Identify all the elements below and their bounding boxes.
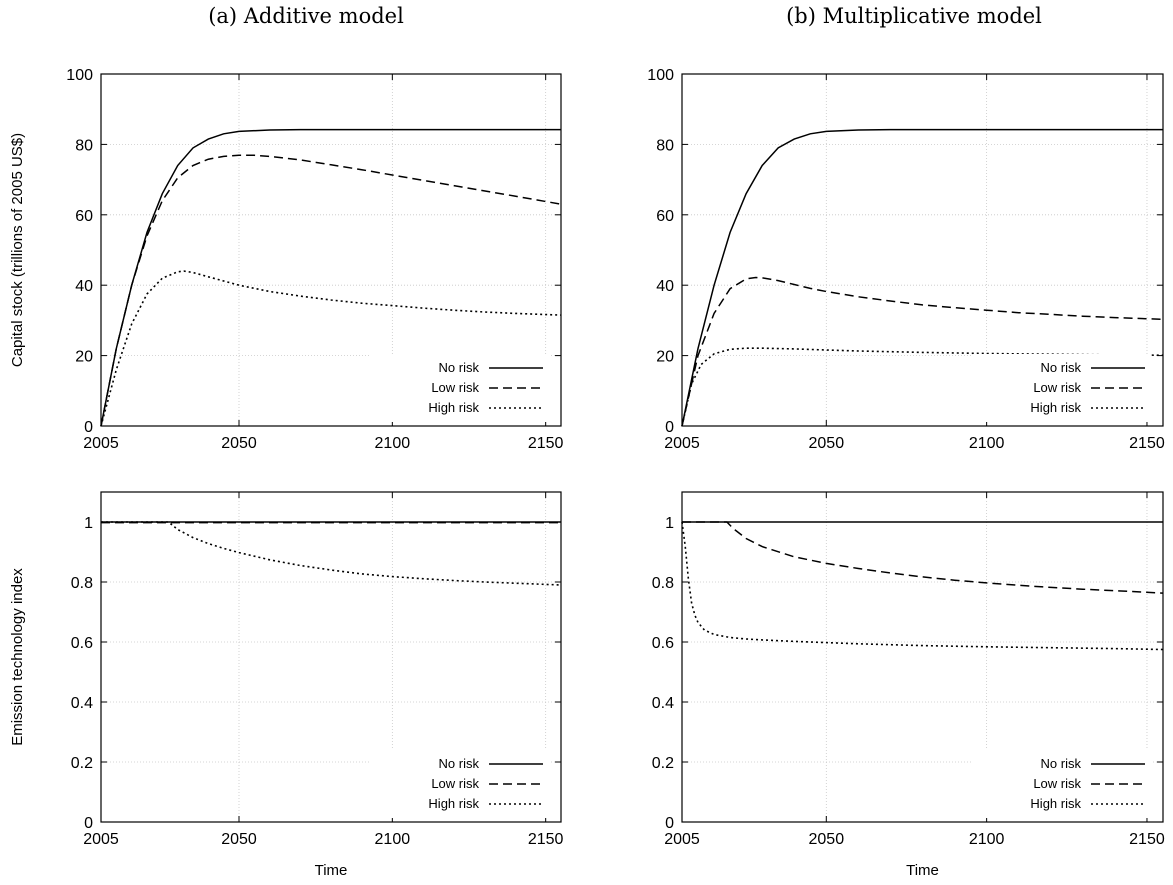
y-tick-label: 80 bbox=[75, 137, 93, 154]
y-tick-label: 20 bbox=[75, 349, 93, 366]
legend: No risk Low risk High risk bbox=[371, 354, 549, 422]
series-line-no-risk bbox=[681, 128, 1163, 427]
x-tick-label: 2005 bbox=[664, 435, 700, 452]
legend-label: High risk bbox=[1030, 796, 1081, 811]
y-tick-label: 0.4 bbox=[652, 695, 674, 712]
y-tick-label: 60 bbox=[75, 208, 93, 225]
legend-label: Low risk bbox=[1033, 380, 1081, 395]
plot-frame bbox=[100, 491, 562, 823]
column-title-additive: (a) Additive model bbox=[208, 4, 404, 28]
series-line-high-risk bbox=[681, 521, 1164, 651]
y-tick-label: 20 bbox=[656, 349, 674, 366]
legend-label: No risk bbox=[1041, 756, 1082, 771]
y-tick-label: 0.2 bbox=[71, 755, 93, 772]
y-tick-label: 0 bbox=[665, 815, 674, 832]
series-line-low-risk bbox=[100, 154, 562, 427]
y-tick-label: 80 bbox=[656, 137, 674, 154]
x-tick-label: 2050 bbox=[221, 831, 257, 848]
legend-label: High risk bbox=[428, 796, 479, 811]
y-tick-label: 0 bbox=[665, 419, 674, 436]
series-line-low-risk bbox=[682, 521, 1164, 594]
y-tick-label: 0.8 bbox=[652, 575, 674, 592]
y-tick-label: 0.6 bbox=[652, 635, 674, 652]
chart-panel-1: 2005 2050 2100 2150 0 20 40 60 80 100 Capital stoc… bbox=[9, 67, 564, 452]
x-tick-label: 2005 bbox=[664, 831, 700, 848]
legend-label: Low risk bbox=[431, 380, 479, 395]
series-line-low-risk bbox=[681, 276, 1164, 427]
x-tick-label: 2050 bbox=[809, 435, 845, 452]
x-tick-label: 2150 bbox=[528, 435, 564, 452]
y-tick-label: 0.4 bbox=[71, 695, 93, 712]
series-line-high-risk bbox=[101, 521, 562, 586]
y-tick-label: 60 bbox=[656, 208, 674, 225]
x-tick-label: 2100 bbox=[969, 831, 1005, 848]
y-tick-label: 100 bbox=[66, 67, 93, 84]
x-tick-label: 2005 bbox=[83, 831, 119, 848]
legend: No risk Low risk High risk bbox=[973, 750, 1151, 818]
legend: No risk Low risk High risk bbox=[371, 750, 549, 818]
x-axis-label: Time bbox=[315, 862, 348, 879]
plot-frame bbox=[681, 73, 1164, 427]
legend-label: Low risk bbox=[431, 776, 479, 791]
plot-frame bbox=[681, 491, 1164, 823]
legend-label: No risk bbox=[439, 360, 480, 375]
y-tick-label: 1 bbox=[84, 515, 93, 532]
x-axis-label: Time bbox=[906, 862, 939, 879]
chart-panel-3: 2005 2050 2100 2150 0 0.2 0.4 0.6 0.8 1 Emission t… bbox=[9, 491, 564, 879]
x-tick-label: 2050 bbox=[221, 435, 257, 452]
legend-label: Low risk bbox=[1033, 776, 1081, 791]
x-tick-label: 2150 bbox=[1129, 831, 1165, 848]
legend-label: No risk bbox=[439, 756, 480, 771]
x-tick-label: 2100 bbox=[969, 435, 1005, 452]
legend-label: No risk bbox=[1041, 360, 1082, 375]
legend-label: High risk bbox=[1030, 400, 1081, 415]
y-axis-label: Capital stock (trillions of 2005 US$) bbox=[9, 133, 26, 367]
column-title-multiplicative: (b) Multiplicative model bbox=[786, 4, 1042, 28]
y-axis-label: Emission technology index bbox=[9, 568, 26, 746]
plot-frame bbox=[100, 73, 562, 427]
series-line-high-risk bbox=[681, 347, 1164, 427]
legend-label: High risk bbox=[428, 400, 479, 415]
y-tick-label: 0.6 bbox=[71, 635, 93, 652]
x-tick-label: 2100 bbox=[375, 831, 411, 848]
x-tick-label: 2150 bbox=[528, 831, 564, 848]
x-tick-label: 2100 bbox=[375, 435, 411, 452]
x-tick-label: 2050 bbox=[809, 831, 845, 848]
y-tick-label: 0.2 bbox=[652, 755, 674, 772]
y-tick-label: 0 bbox=[84, 419, 93, 436]
y-tick-label: 0.8 bbox=[71, 575, 93, 592]
y-tick-label: 40 bbox=[656, 278, 674, 295]
x-tick-label: 2005 bbox=[83, 435, 119, 452]
y-tick-label: 0 bbox=[84, 815, 93, 832]
y-tick-label: 100 bbox=[647, 67, 674, 84]
y-tick-label: 40 bbox=[75, 278, 93, 295]
chart-panel-2: 2005 2050 2100 2150 0 20 40 60 80 100 No risk Low r… bbox=[647, 67, 1165, 452]
chart-panel-4: 2005 2050 2100 2150 0 0.2 0.4 0.6 0.8 1 Time No ris… bbox=[652, 491, 1165, 879]
x-tick-label: 2150 bbox=[1129, 435, 1165, 452]
legend: No risk Low risk High risk bbox=[973, 354, 1151, 422]
y-tick-label: 1 bbox=[665, 515, 674, 532]
